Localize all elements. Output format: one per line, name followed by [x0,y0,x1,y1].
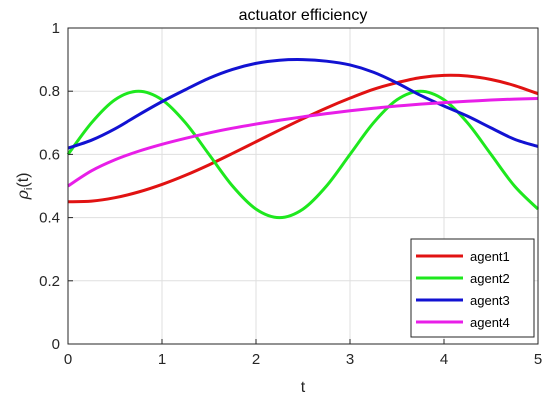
series-line-agent2 [66,89,540,220]
x-tick-label: 5 [534,351,542,368]
series-line-agent3 [67,58,539,150]
x-tick-label: 2 [252,351,260,368]
axis-ticks [67,27,539,345]
legend-label-agent3: agent3 [470,293,510,308]
x-tick-labels: 0 1 2 3 4 5 [64,351,542,368]
y-tick-label: 0 [52,336,60,353]
y-tick-label: 1 [52,20,60,37]
legend-label-agent2: agent2 [470,271,510,286]
y-tick-labels: 0 0.2 0.4 0.6 0.8 1 [39,20,60,353]
legend-label-agent1: agent1 [470,249,510,264]
chart-title: actuator efficiency [239,7,368,24]
x-tick-label: 0 [64,351,72,368]
y-tick-label: 0.6 [39,146,60,163]
x-tick-label: 3 [346,351,354,368]
y-tick-label: 0.2 [39,273,60,290]
legend-label-agent4: agent4 [470,315,510,330]
y-tick-label: 0.8 [39,83,60,100]
x-tick-label: 1 [158,351,166,368]
x-tick-label: 4 [440,351,448,368]
plot-frame [67,27,539,345]
series-lines [66,58,540,220]
legend: agent1 agent2 agent3 agent4 [410,238,535,338]
series-line-agent1 [67,73,539,204]
y-axis-label: ρi(t) [13,173,35,201]
x-axis-label: t [301,379,306,396]
series-line-agent4 [67,96,539,188]
y-tick-label: 0.4 [39,210,60,227]
